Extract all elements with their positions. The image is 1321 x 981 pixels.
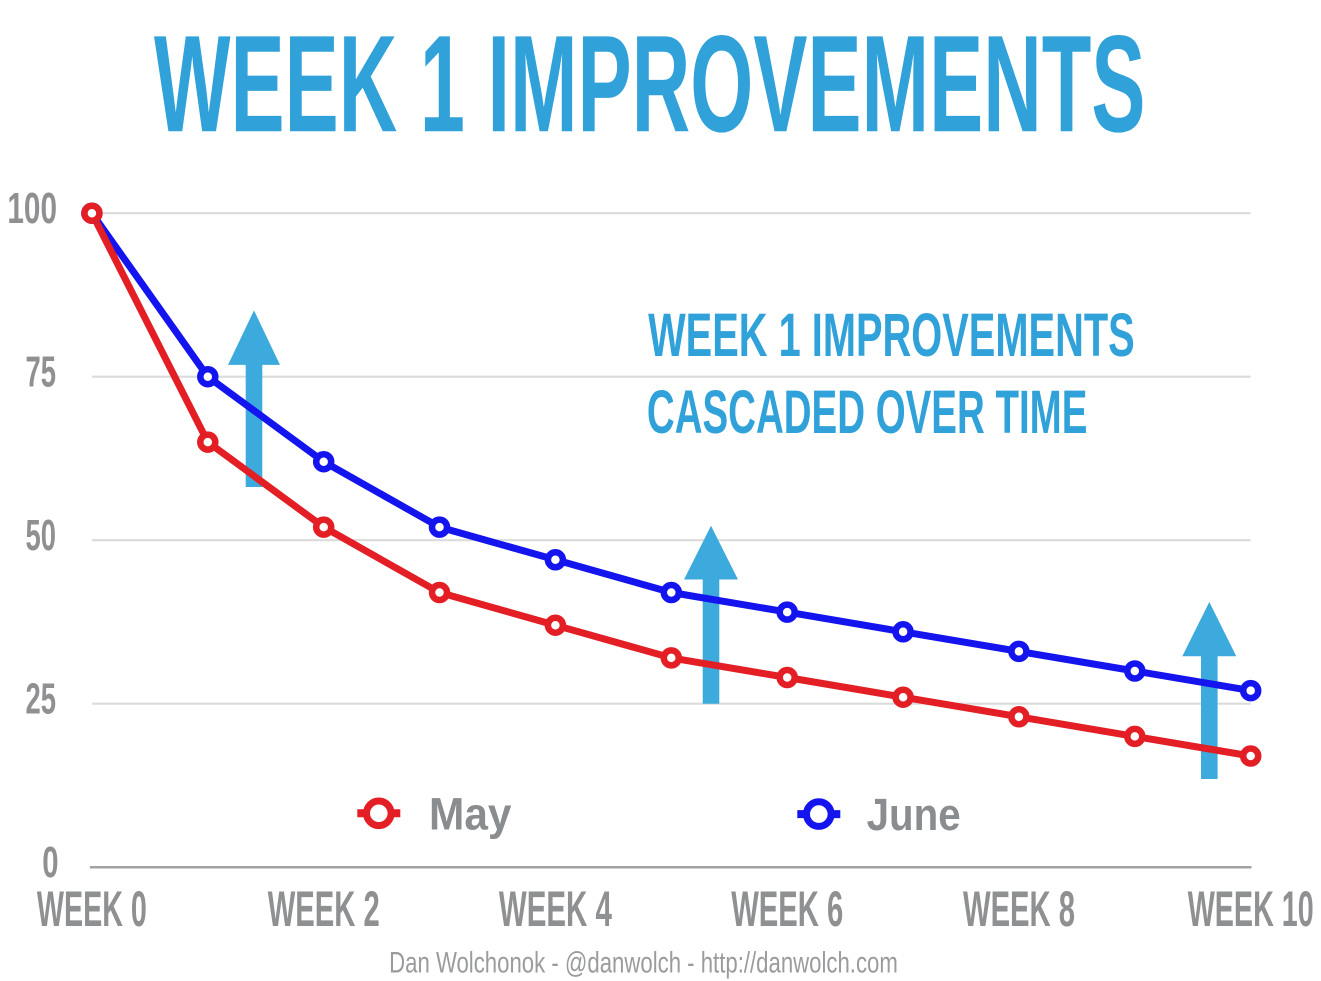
svg-text:WEEK 6: WEEK 6 [731, 881, 843, 937]
svg-text:May: May [429, 789, 512, 840]
svg-text:25: 25 [26, 675, 57, 724]
svg-text:WEEK 2: WEEK 2 [268, 881, 380, 937]
svg-text:WEEK 4: WEEK 4 [499, 881, 612, 937]
svg-text:WEEK 0: WEEK 0 [37, 881, 147, 937]
svg-text:June: June [867, 789, 961, 840]
svg-text:0: 0 [42, 838, 58, 887]
svg-text:WEEK 1 IMPROVEMENTS: WEEK 1 IMPROVEMENTS [648, 301, 1135, 369]
svg-text:WEEK 1 IMPROVEMENTS: WEEK 1 IMPROVEMENTS [154, 7, 1146, 161]
svg-text:100: 100 [7, 184, 57, 233]
svg-text:WEEK 8: WEEK 8 [963, 881, 1075, 937]
svg-text:50: 50 [26, 511, 57, 560]
svg-text:Dan Wolchonok - @danwolch - ht: Dan Wolchonok - @danwolch - http://danwo… [389, 946, 898, 979]
svg-text:WEEK 10: WEEK 10 [1188, 881, 1314, 937]
svg-text:CASCADED OVER TIME: CASCADED OVER TIME [647, 378, 1088, 446]
svg-text:75: 75 [26, 348, 57, 397]
